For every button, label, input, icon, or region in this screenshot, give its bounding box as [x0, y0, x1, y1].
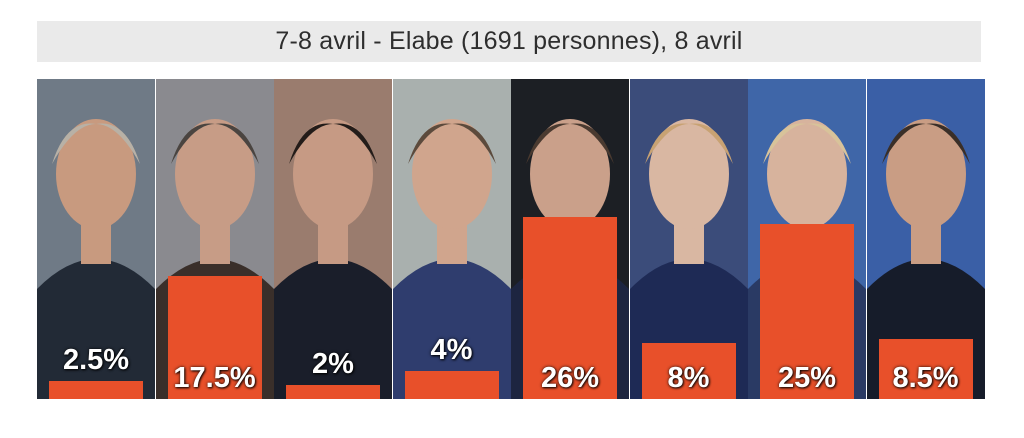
value-label: 8%	[667, 362, 710, 394]
value-label: 4%	[430, 333, 473, 366]
chart-title: 7-8 avril - Elabe (1691 personnes), 8 av…	[275, 27, 743, 55]
poll-chart: 2.5% 17.5% 2% 4% 26% 8% 25% 8.5%	[37, 79, 985, 399]
candidate-panel: 4%	[392, 79, 511, 399]
candidate-panel: 17.5%	[155, 79, 274, 399]
value-bar	[286, 384, 380, 399]
title-bar: 7-8 avril - Elabe (1691 personnes), 8 av…	[37, 21, 981, 62]
candidate-panel: 2.5%	[37, 79, 155, 399]
candidate-panel: 8%	[629, 79, 748, 399]
candidate-panel: 8.5%	[866, 79, 985, 399]
value-label: 2%	[312, 347, 354, 380]
value-bar	[404, 370, 499, 399]
value-label: 8.5%	[892, 362, 959, 394]
candidate-panel: 26%	[511, 79, 629, 399]
value-label: 2.5%	[62, 344, 130, 377]
candidate-panel: 25%	[748, 79, 866, 399]
candidate-photo	[392, 79, 511, 399]
value-label: 17.5%	[173, 362, 256, 394]
candidate-panel: 2%	[274, 79, 392, 399]
value-label: 26%	[540, 362, 600, 394]
value-bar	[49, 381, 143, 399]
value-bar	[760, 223, 854, 399]
candidate-photo	[274, 79, 392, 399]
value-bar	[641, 342, 736, 399]
value-bar	[167, 276, 262, 399]
value-bar	[523, 216, 617, 399]
value-label: 25%	[777, 362, 837, 394]
candidate-photo	[37, 79, 155, 399]
value-bar	[878, 339, 973, 399]
